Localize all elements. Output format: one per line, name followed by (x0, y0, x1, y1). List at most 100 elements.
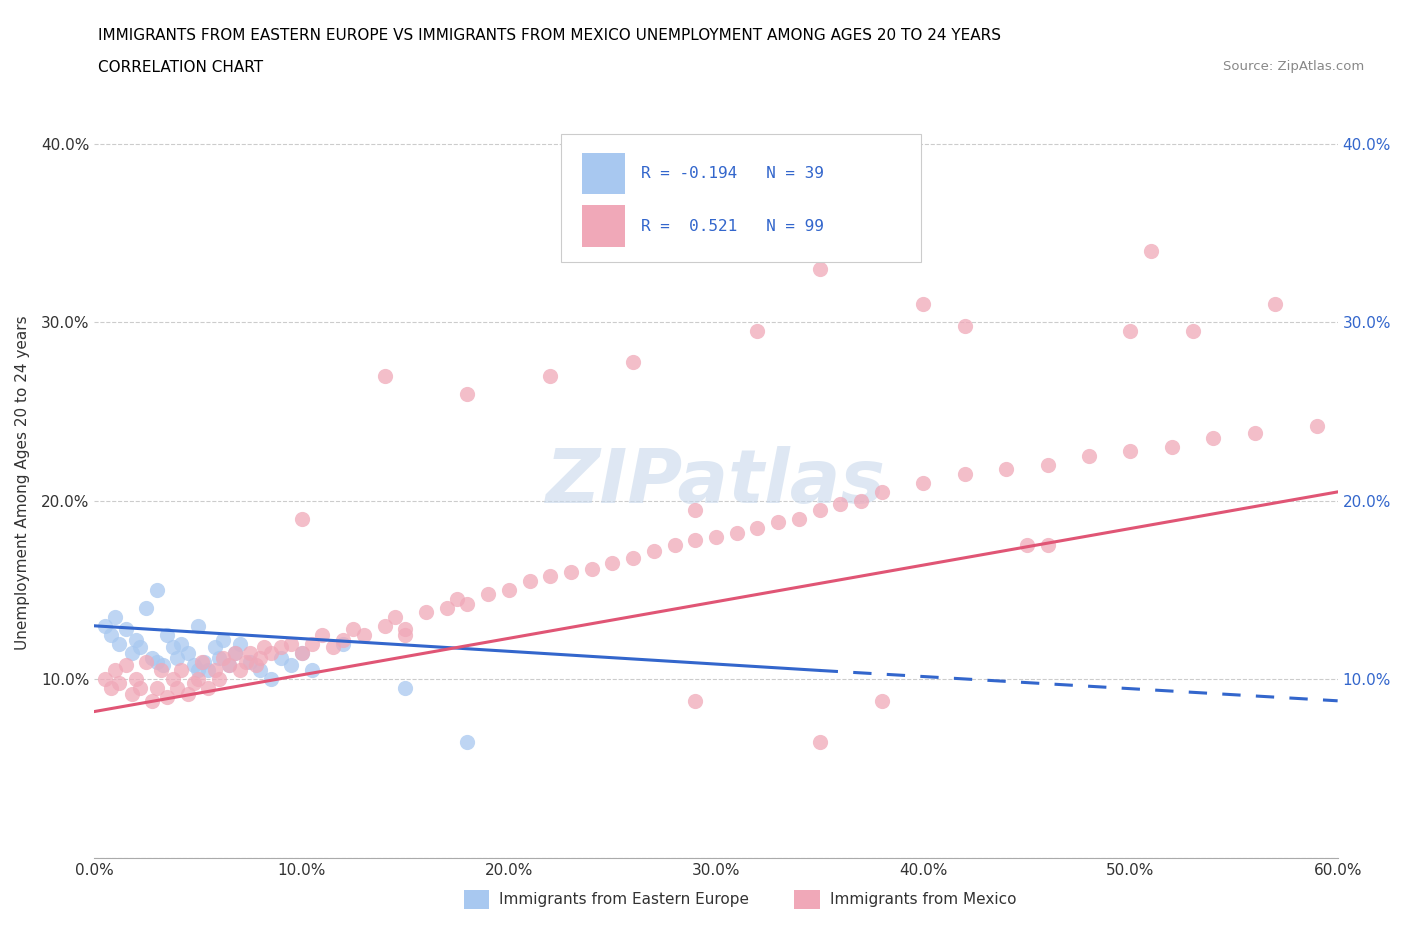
Point (685, 502, 707, 517)
Point (291, 645, 314, 660)
Point (125, 632, 148, 647)
Point (249, 663, 271, 678)
Point (94, 672, 117, 687)
Point (1140, 244, 1163, 259)
Point (208, 672, 231, 687)
Point (224, 645, 246, 660)
FancyBboxPatch shape (561, 134, 921, 261)
Point (100, 628, 122, 643)
Point (245, 658, 267, 672)
Point (498, 583, 520, 598)
Point (384, 609, 406, 624)
Point (108, 675, 131, 690)
Point (342, 622, 364, 637)
Point (332, 632, 354, 647)
Point (170, 636, 193, 651)
Point (870, 694, 893, 709)
Point (332, 636, 354, 651)
Point (141, 694, 163, 709)
Point (1202, 431, 1225, 445)
Y-axis label: Unemployment Among Ages 20 to 24 years: Unemployment Among Ages 20 to 24 years (15, 315, 30, 650)
Point (166, 650, 188, 665)
Point (643, 543, 665, 558)
Point (193, 654, 215, 669)
Point (436, 601, 458, 616)
Point (446, 591, 468, 606)
Point (152, 658, 174, 672)
Point (114, 658, 136, 672)
Point (560, 565, 582, 579)
Point (253, 640, 276, 655)
Point (394, 681, 416, 696)
Point (456, 597, 478, 612)
Point (394, 628, 416, 643)
Point (104, 609, 127, 624)
Point (353, 628, 375, 643)
Point (808, 502, 831, 517)
Point (664, 538, 686, 553)
Point (156, 628, 179, 643)
Point (1036, 538, 1059, 553)
Point (191, 654, 214, 669)
Point (311, 628, 333, 643)
Point (187, 663, 209, 678)
Point (114, 622, 136, 637)
Point (224, 645, 246, 660)
Point (228, 663, 250, 678)
Bar (582, 206, 626, 246)
Point (259, 645, 281, 660)
Point (912, 297, 935, 312)
Point (156, 690, 179, 705)
Point (301, 663, 323, 678)
Point (212, 650, 235, 665)
Point (197, 663, 219, 678)
Point (183, 675, 205, 690)
Point (239, 645, 262, 660)
Point (953, 467, 976, 482)
Point (121, 686, 143, 701)
Point (538, 568, 561, 583)
Point (166, 681, 188, 696)
Point (218, 658, 240, 672)
Point (259, 672, 281, 687)
Point (1160, 440, 1182, 455)
Text: R =  0.521   N = 99: R = 0.521 N = 99 (641, 219, 824, 234)
Point (1078, 449, 1101, 464)
Point (145, 583, 167, 598)
Point (374, 368, 396, 383)
Point (145, 654, 167, 669)
Point (808, 261, 831, 276)
Point (870, 485, 893, 499)
Point (121, 645, 143, 660)
Point (291, 645, 314, 660)
Point (162, 640, 184, 655)
Point (129, 681, 152, 696)
Point (581, 561, 603, 576)
Text: Immigrants from Eastern Europe: Immigrants from Eastern Europe (499, 892, 749, 907)
Point (808, 735, 831, 750)
Point (830, 497, 852, 512)
Point (170, 663, 193, 678)
Point (477, 586, 499, 601)
Bar (582, 153, 626, 194)
Point (204, 640, 226, 655)
Point (456, 735, 478, 750)
Text: Source: ZipAtlas.com: Source: ZipAtlas.com (1223, 60, 1364, 73)
Point (953, 318, 976, 333)
Point (1181, 324, 1204, 339)
Point (94, 618, 117, 633)
Point (108, 636, 131, 651)
Point (141, 650, 163, 665)
Point (394, 622, 416, 637)
Point (787, 512, 810, 526)
Point (849, 494, 872, 509)
Point (1306, 418, 1329, 433)
Point (183, 658, 205, 672)
Point (685, 694, 707, 709)
Text: IMMIGRANTS FROM EASTERN EUROPE VS IMMIGRANTS FROM MEXICO UNEMPLOYMENT AMONG AGES: IMMIGRANTS FROM EASTERN EUROPE VS IMMIGR… (98, 28, 1001, 43)
Point (621, 354, 644, 369)
Point (135, 654, 157, 669)
Point (280, 636, 302, 651)
Point (270, 640, 292, 655)
Text: ZIPatlas: ZIPatlas (546, 446, 886, 520)
